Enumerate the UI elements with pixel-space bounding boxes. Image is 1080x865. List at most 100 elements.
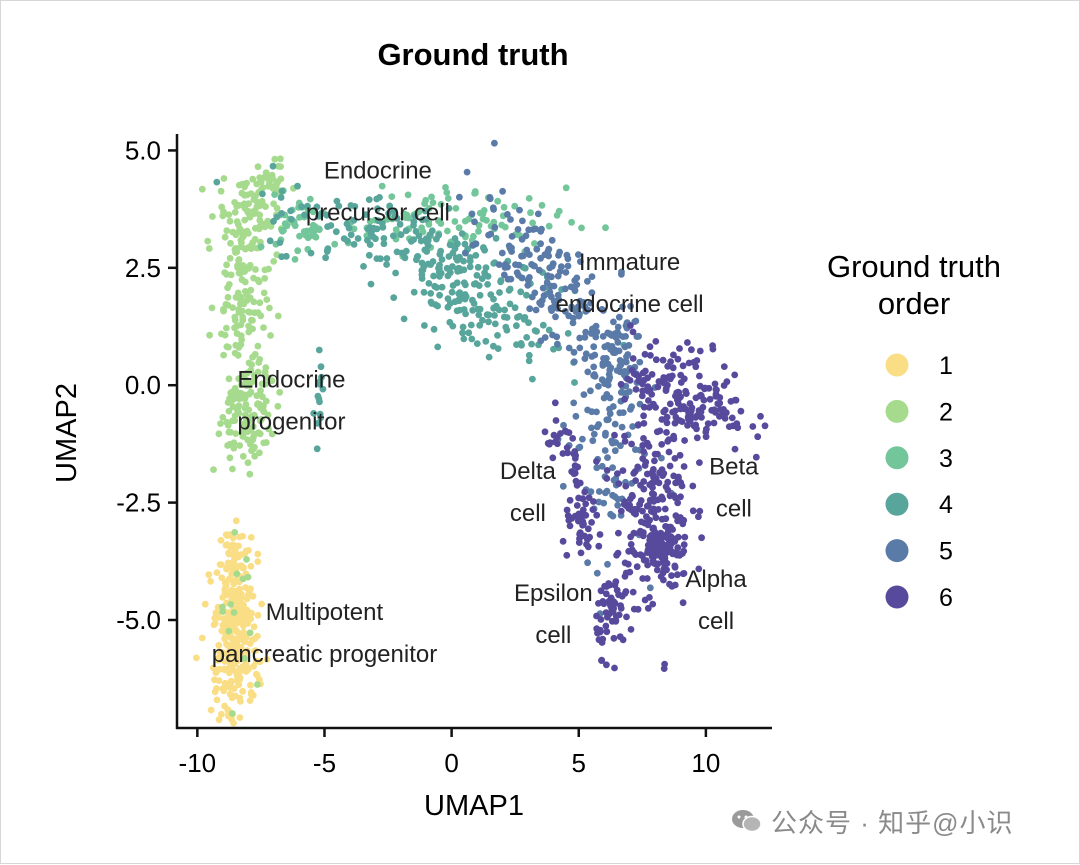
data-point: [313, 445, 321, 453]
cell-type-label-line: endocrine cell: [556, 291, 704, 318]
data-point: [243, 556, 250, 563]
data-point: [385, 209, 392, 217]
data-point: [503, 326, 511, 334]
data-point: [438, 283, 446, 291]
data-point: [455, 296, 462, 304]
data-point: [667, 358, 674, 365]
data-point: [472, 240, 480, 248]
data-point: [618, 268, 625, 276]
data-point: [468, 335, 476, 343]
data-point: [572, 412, 580, 420]
data-point: [602, 622, 610, 630]
data-point: [652, 338, 660, 345]
data-point: [224, 293, 232, 301]
data-point: [241, 216, 249, 224]
data-point: [231, 412, 239, 419]
data-point: [253, 203, 261, 211]
data-point: [635, 421, 642, 429]
data-point: [242, 584, 249, 591]
data-point: [679, 570, 687, 578]
data-point: [388, 193, 396, 201]
data-point: [614, 501, 622, 509]
data-point: [374, 205, 381, 213]
data-point: [714, 400, 722, 408]
data-point: [673, 479, 680, 486]
data-point: [474, 263, 482, 271]
data-point: [247, 534, 255, 541]
data-point: [584, 559, 591, 567]
data-point: [546, 440, 553, 448]
data-point: [238, 336, 246, 343]
data-point: [262, 364, 270, 371]
data-point: [224, 301, 232, 309]
data-point: [565, 344, 573, 352]
data-point: [402, 227, 410, 235]
data-point: [603, 487, 611, 495]
data-point: [622, 569, 630, 577]
data-point: [580, 512, 587, 519]
data-point: [720, 406, 727, 413]
data-point: [332, 228, 340, 236]
data-point: [614, 323, 622, 331]
data-point: [653, 551, 661, 559]
data-point: [641, 519, 649, 527]
data-point: [588, 289, 596, 297]
data-point: [581, 488, 589, 496]
data-point: [250, 623, 258, 631]
data-point: [621, 438, 629, 445]
data-point: [508, 244, 515, 252]
data-point: [213, 685, 220, 692]
data-point: [224, 442, 232, 449]
data-point: [265, 265, 272, 273]
data-point: [622, 482, 630, 490]
data-point: [414, 253, 422, 260]
data-point: [710, 419, 718, 427]
data-point: [223, 227, 231, 235]
data-point: [507, 275, 515, 283]
data-point: [239, 564, 247, 572]
data-point: [643, 386, 650, 393]
data-point: [684, 339, 691, 346]
data-point: [606, 410, 614, 418]
data-point: [656, 469, 663, 477]
data-point: [276, 388, 284, 396]
data-point: [219, 414, 227, 421]
data-point: [269, 162, 277, 170]
data-point: [603, 416, 611, 424]
data-point: [600, 499, 608, 507]
data-point: [225, 652, 233, 660]
data-point: [273, 213, 281, 221]
data-point: [696, 459, 703, 466]
data-point: [513, 269, 521, 276]
data-point: [221, 269, 229, 276]
data-point: [256, 449, 263, 457]
data-point: [454, 266, 461, 273]
data-point: [575, 494, 582, 502]
data-point: [646, 584, 654, 592]
data-point: [573, 281, 581, 288]
data-point: [247, 562, 255, 570]
data-point: [524, 282, 532, 289]
data-point: [303, 227, 311, 235]
data-point: [214, 656, 222, 664]
data-point: [617, 380, 625, 388]
data-point: [660, 665, 668, 672]
data-point: [423, 239, 431, 246]
data-point: [581, 333, 589, 341]
data-point: [490, 305, 498, 312]
data-point: [317, 363, 325, 371]
data-point: [643, 575, 651, 582]
data-point: [456, 193, 463, 201]
data-point: [620, 501, 628, 508]
data-point: [377, 255, 384, 263]
data-point: [518, 236, 526, 243]
data-point: [603, 475, 611, 482]
data-point: [692, 414, 700, 421]
data-point: [584, 306, 592, 314]
data-point: [582, 328, 590, 336]
data-point: [404, 191, 412, 199]
data-point: [225, 615, 233, 623]
data-point: [644, 604, 652, 612]
data-point: [584, 406, 591, 414]
data-point: [383, 255, 391, 262]
